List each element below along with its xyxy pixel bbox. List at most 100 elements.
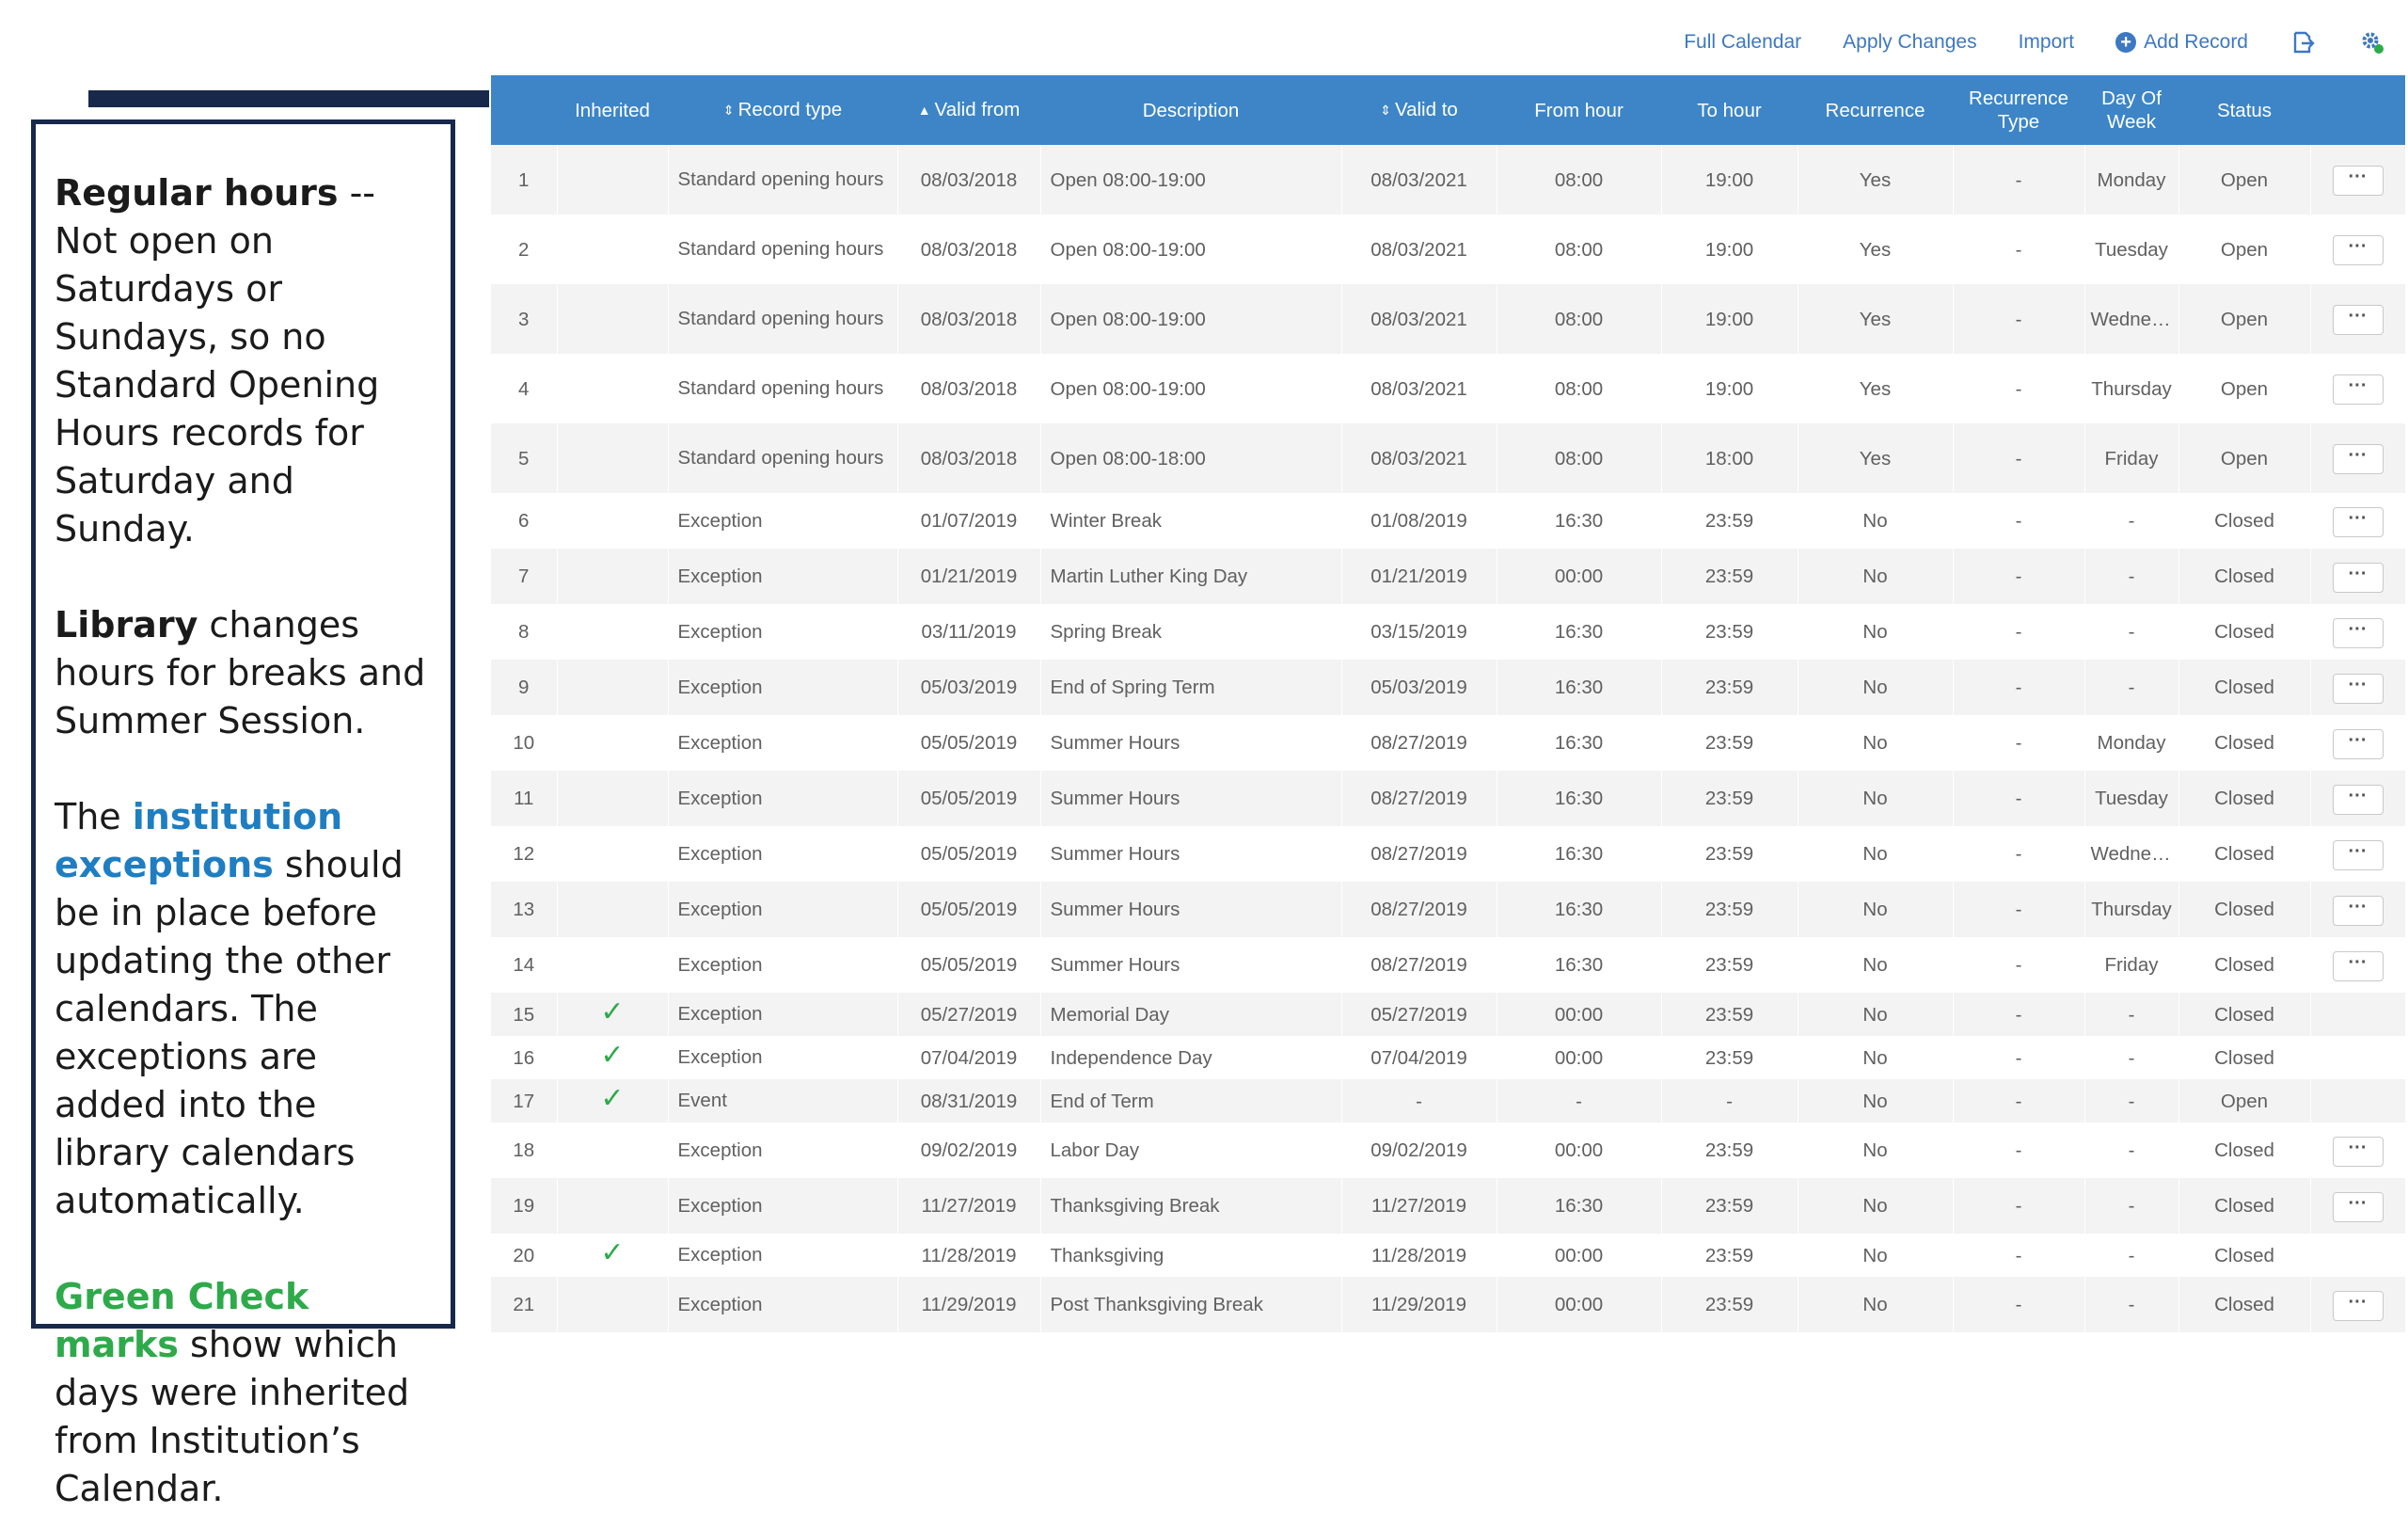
row-number: 1 <box>491 145 558 215</box>
inherited-cell <box>557 493 669 549</box>
table-row[interactable]: 11 Exception 05/05/2019 Summer Hours 08/27/2… <box>491 771 2406 826</box>
table-row[interactable]: 12 Exception 05/05/2019 Summer Hours 08/27/2… <box>491 826 2406 882</box>
col-valid-to-header[interactable]: ⇕ Valid to <box>1341 75 1497 145</box>
add-record-label: Add Record <box>2144 31 2248 53</box>
col-inherited-header[interactable]: Inherited <box>557 75 668 145</box>
record-type-cell: Exception <box>668 937 898 993</box>
library-note: Library changes hours for breaks and Sum… <box>55 601 437 745</box>
table-row[interactable]: 8 Exception 03/11/2019 Spring Break 03/15/20… <box>491 604 2406 660</box>
row-actions-button[interactable]: ··· <box>2332 374 2384 405</box>
row-actions-button[interactable]: ··· <box>2332 305 2384 335</box>
valid-to-cell: 09/02/2019 <box>1341 1123 1497 1178</box>
description-cell: End of Spring Term <box>1040 660 1342 715</box>
col-recurrence-type-header[interactable]: Recurrence Type <box>1953 75 2084 145</box>
row-actions-button[interactable]: ··· <box>2332 617 2384 648</box>
description-cell: Independence Day <box>1040 1036 1342 1079</box>
recurrence-type-cell: - <box>1953 1079 2085 1123</box>
import-link[interactable]: Import <box>2018 31 2075 53</box>
status-cell: Closed <box>2178 1036 2311 1079</box>
row-actions-button[interactable]: ··· <box>2332 1191 2384 1222</box>
recurrence-type-cell: - <box>1953 826 2085 882</box>
actions-cell: ··· <box>2310 771 2406 826</box>
record-type-cell: Exception <box>668 549 898 604</box>
recurrence-cell: No <box>1798 1234 1954 1277</box>
from-hour-cell: 08:00 <box>1497 423 1662 493</box>
table-row[interactable]: 13 Exception 05/05/2019 Summer Hours 08/27/2… <box>491 882 2406 937</box>
recurrence-cell: Yes <box>1798 423 1954 493</box>
row-actions-button[interactable]: ··· <box>2332 784 2384 815</box>
col-recurrence-header[interactable]: Recurrence <box>1798 75 1953 145</box>
add-record-button[interactable]: + Add Record <box>2115 31 2248 54</box>
row-actions-button[interactable]: ··· <box>2332 839 2384 870</box>
table-row[interactable]: 16 ✓ Exception 07/04/2019 Independence Day 07… <box>491 1036 2406 1079</box>
row-number: 8 <box>491 604 558 660</box>
table-row[interactable]: 19 Exception 11/27/2019 Thanksgiving Break 1… <box>491 1178 2406 1234</box>
status-cell: Closed <box>2178 1178 2311 1234</box>
col-status-header[interactable]: Status <box>2178 75 2310 145</box>
table-row[interactable]: 15 ✓ Exception 05/27/2019 Memorial Day 05/27/… <box>491 993 2406 1036</box>
table-row[interactable]: 4 Standard opening hours 08/03/2018 Open 08… <box>491 354 2406 423</box>
record-type-cell: Exception <box>668 604 898 660</box>
row-actions-button[interactable]: ··· <box>2332 235 2384 265</box>
record-type-cell: Event <box>668 1079 898 1123</box>
row-number: 6 <box>491 493 558 549</box>
export-icon[interactable] <box>2291 30 2316 55</box>
table-row[interactable]: 10 Exception 05/05/2019 Summer Hours 08/27/2… <box>491 715 2406 771</box>
table-row[interactable]: 1 Standard opening hours 08/03/2018 Open 08… <box>491 145 2406 215</box>
record-type-cell: Exception <box>668 771 898 826</box>
table-row[interactable]: 14 Exception 05/05/2019 Summer Hours 08/27/2… <box>491 937 2406 993</box>
row-actions-button[interactable]: ··· <box>2332 673 2384 704</box>
table-row[interactable]: 9 Exception 05/03/2019 End of Spring Term 05… <box>491 660 2406 715</box>
description-cell: Labor Day <box>1040 1123 1342 1178</box>
row-actions-button[interactable]: ··· <box>2332 506 2384 537</box>
col-day-of-week-header[interactable]: Day Of Week <box>2084 75 2178 145</box>
col-record-type-header[interactable]: ⇕ Record type <box>668 75 897 145</box>
full-calendar-link[interactable]: Full Calendar <box>1684 31 1802 53</box>
col-to-hour-header[interactable]: To hour <box>1661 75 1798 145</box>
status-cell: Closed <box>2178 993 2311 1036</box>
actions-cell: ··· <box>2310 493 2406 549</box>
table-row[interactable]: 2 Standard opening hours 08/03/2018 Open 08… <box>491 215 2406 284</box>
from-hour-cell: 16:30 <box>1497 604 1662 660</box>
row-actions-button[interactable]: ··· <box>2332 166 2384 196</box>
col-from-hour-header[interactable]: From hour <box>1497 75 1661 145</box>
recurrence-cell: No <box>1798 493 1954 549</box>
row-actions-button[interactable]: ··· <box>2332 444 2384 474</box>
table-row[interactable]: 5 Standard opening hours 08/03/2018 Open 08… <box>491 423 2406 493</box>
table-row[interactable]: 3 Standard opening hours 08/03/2018 Open 08… <box>491 284 2406 354</box>
col-valid-from-header[interactable]: ▲ Valid from <box>897 75 1040 145</box>
day-of-week-cell: - <box>2084 1036 2179 1079</box>
inherited-cell <box>557 423 669 493</box>
table-row[interactable]: 17 ✓ Event 08/31/2019 End of Term - - - No - - Open <box>491 1079 2406 1123</box>
from-hour-cell: 16:30 <box>1497 1178 1662 1234</box>
row-actions-button[interactable]: ··· <box>2332 950 2384 981</box>
apply-changes-link[interactable]: Apply Changes <box>1843 31 1977 53</box>
record-type-cell: Standard opening hours <box>668 284 898 354</box>
gear-icon[interactable] <box>2359 29 2385 56</box>
table-row[interactable]: 20 ✓ Exception 11/28/2019 Thanksgiving 11/28/… <box>491 1234 2406 1277</box>
row-actions-button[interactable]: ··· <box>2332 1136 2384 1167</box>
table-row[interactable]: 18 Exception 09/02/2019 Labor Day 09/02/2019… <box>491 1123 2406 1178</box>
inherited-cell <box>557 354 669 423</box>
description-cell: Summer Hours <box>1040 826 1342 882</box>
recurrence-type-cell: - <box>1953 882 2085 937</box>
record-type-cell: Exception <box>668 660 898 715</box>
row-actions-button[interactable]: ··· <box>2332 1290 2384 1321</box>
day-of-week-cell: - <box>2084 660 2179 715</box>
row-actions-button[interactable]: ··· <box>2332 895 2384 926</box>
description-cell: Winter Break <box>1040 493 1342 549</box>
recurrence-type-cell: - <box>1953 1277 2085 1332</box>
table-row[interactable]: 7 Exception 01/21/2019 Martin Luther King D… <box>491 549 2406 604</box>
row-actions-button[interactable]: ··· <box>2332 562 2384 593</box>
col-description-header[interactable]: Description <box>1040 75 1341 145</box>
inherited-cell: ✓ <box>557 993 669 1036</box>
day-of-week-cell: Monday <box>2084 145 2179 215</box>
row-number: 12 <box>491 826 558 882</box>
recurrence-type-cell: - <box>1953 1234 2085 1277</box>
status-cell: Closed <box>2178 826 2311 882</box>
row-actions-button[interactable]: ··· <box>2332 728 2384 759</box>
valid-from-cell: 08/03/2018 <box>897 215 1041 284</box>
table-row[interactable]: 6 Exception 01/07/2019 Winter Break 01/08/20… <box>491 493 2406 549</box>
row-number: 14 <box>491 937 558 993</box>
table-row[interactable]: 21 Exception 11/29/2019 Post Thanksgiving B… <box>491 1277 2406 1332</box>
